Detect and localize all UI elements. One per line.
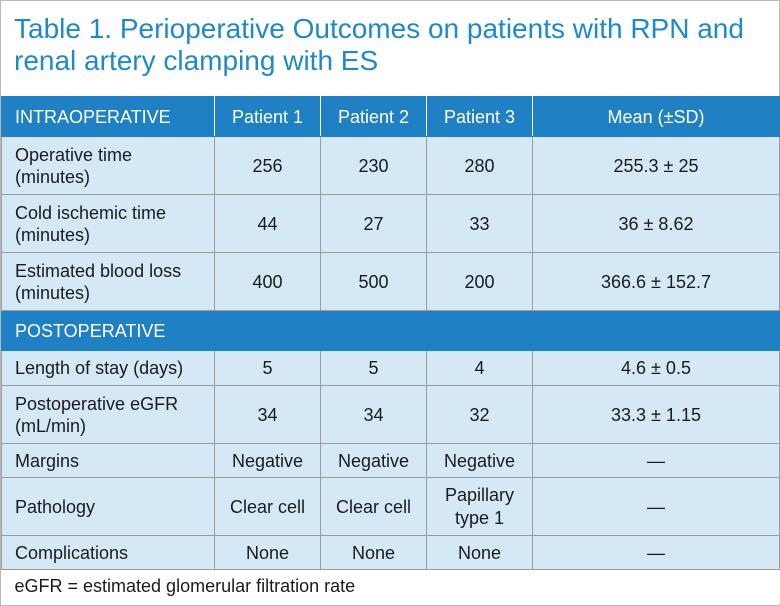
table-cell: Clear cell (214, 477, 321, 536)
table-row: Operative time (minutes) 256 230 280 255.… (1, 136, 780, 195)
table-cell: 5 (214, 350, 321, 386)
table-row: Complications None None None — (1, 535, 780, 570)
table-row: Pathology Clear cell Clear cell Papillar… (1, 477, 780, 536)
column-header-patient-3: Patient 3 (426, 96, 533, 137)
table-cell: 4 (426, 350, 533, 386)
section-row-postoperative: POSTOPERATIVE (1, 310, 780, 351)
table-cell: Clear cell (320, 477, 427, 536)
table-cell: 366.6 ± 152.7 (532, 252, 780, 311)
table-footnote: eGFR = estimated glomerular filtration r… (1, 569, 780, 604)
table-cell: 33 (426, 194, 533, 253)
table-cell: Papillary type 1 (426, 477, 533, 536)
table-cell: 500 (320, 252, 427, 311)
table-header-row: INTRAOPERATIVE Patient 1 Patient 2 Patie… (1, 96, 780, 137)
table-cell: 34 (214, 385, 321, 444)
table-title: Table 1. Perioperative Outcomes on patie… (14, 13, 744, 76)
footnote-row: eGFR = estimated glomerular filtration r… (1, 569, 780, 604)
table-row: Estimated blood loss (minutes) 400 500 20… (1, 252, 780, 311)
table-cell: — (532, 535, 780, 570)
table-cell: 256 (214, 136, 321, 195)
table-cell: 36 ± 8.62 (532, 194, 780, 253)
outcomes-table: INTRAOPERATIVE Patient 1 Patient 2 Patie… (1, 96, 780, 604)
column-header-patient-1: Patient 1 (214, 96, 321, 137)
column-header-mean-sd: Mean (±SD) (532, 96, 780, 137)
row-label: Length of stay (days) (1, 350, 215, 386)
table-row: Length of stay (days) 5 5 4 4.6 ± 0.5 (1, 350, 780, 386)
column-header-patient-2: Patient 2 (320, 96, 427, 137)
table-cell: Negative (426, 443, 533, 478)
table-cell: — (532, 443, 780, 478)
table-cell: 5 (320, 350, 427, 386)
row-label: Postoperative eGFR (mL/min) (1, 385, 215, 444)
table-cell: None (426, 535, 533, 570)
table-cell: Negative (214, 443, 321, 478)
wrapped-cell-text: Papillary type 1 (444, 484, 515, 528)
row-label: Pathology (1, 477, 215, 536)
table-cell: 33.3 ± 1.15 (532, 385, 780, 444)
table-cell: 230 (320, 136, 427, 195)
row-label: Complications (1, 535, 215, 570)
table-cell: — (532, 477, 780, 536)
table-cell: 200 (426, 252, 533, 311)
table-cell: 44 (214, 194, 321, 253)
table-cell: Negative (320, 443, 427, 478)
table-cell: 27 (320, 194, 427, 253)
row-label: Margins (1, 443, 215, 478)
table-cell: 400 (214, 252, 321, 311)
section-header-postoperative: POSTOPERATIVE (1, 310, 780, 351)
table-cell: 32 (426, 385, 533, 444)
table-cell: None (320, 535, 427, 570)
table-cell: None (214, 535, 321, 570)
table-cell: 280 (426, 136, 533, 195)
table-cell: 255.3 ± 25 (532, 136, 780, 195)
row-label: Operative time (minutes) (1, 136, 215, 195)
table-cell: 4.6 ± 0.5 (532, 350, 780, 386)
row-label: Estimated blood loss (minutes) (1, 252, 215, 311)
table-row: Postoperative eGFR (mL/min) 34 34 32 33.3… (1, 385, 780, 444)
row-label: Cold ischemic time (minutes) (1, 194, 215, 253)
table-cell: 34 (320, 385, 427, 444)
table-row: Margins Negative Negative Negative — (1, 443, 780, 478)
section-header-intraoperative: INTRAOPERATIVE (1, 96, 215, 137)
table-row: Cold ischemic time (minutes) 44 27 33 36 … (1, 194, 780, 253)
